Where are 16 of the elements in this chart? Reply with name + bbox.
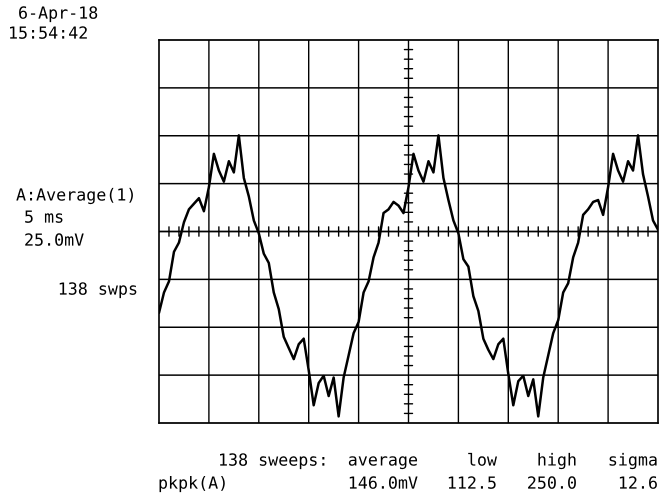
text: average	[348, 456, 418, 470]
text: 250.0	[528, 476, 576, 489]
text: pkpk(A)	[160, 476, 225, 492]
text: 6-Apr-18	[19, 6, 98, 22]
text: 15:54:42	[10, 26, 87, 39]
text: 12.6	[620, 476, 657, 489]
text: high	[538, 452, 576, 470]
text: low	[468, 452, 497, 466]
text: A:Average(1)	[16, 188, 133, 204]
text: sigma	[610, 452, 657, 470]
text: 138 sweeps:	[220, 453, 324, 470]
text: 138 swps	[60, 282, 136, 298]
text: 146.0mV	[350, 476, 418, 489]
text: 112.5	[448, 476, 496, 489]
text: 5 ms	[25, 210, 62, 223]
text: 25.0mV	[25, 233, 84, 246]
